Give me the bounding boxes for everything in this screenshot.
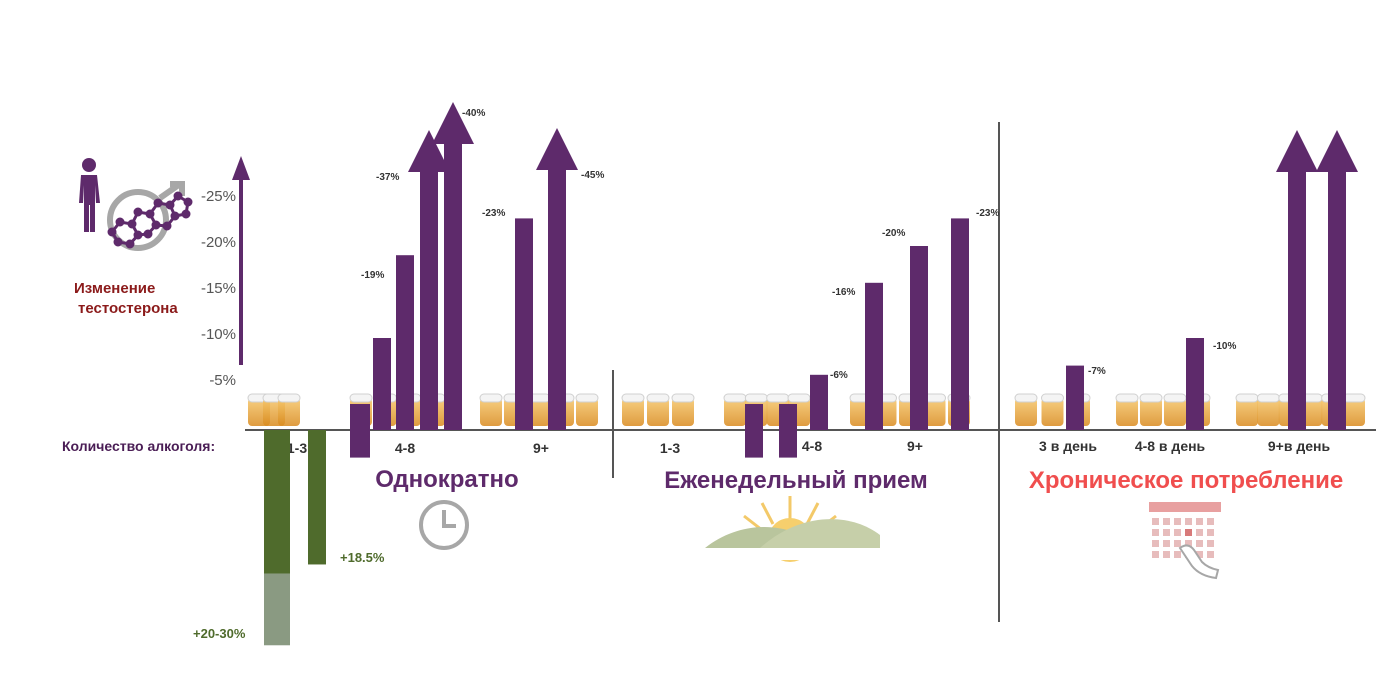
data-label: -7% [1088, 366, 1106, 377]
bar-arrow [1328, 170, 1346, 430]
y-tick-label: -5% [209, 372, 236, 389]
bar [865, 282, 883, 430]
person-icon [79, 158, 100, 232]
bar [745, 404, 763, 458]
bar [779, 404, 797, 458]
section-title-chronic: Хроническое потребление [1029, 467, 1343, 494]
data-label: -10% [1213, 341, 1236, 352]
y-tick-label: -25% [201, 188, 236, 205]
x-axis-title: Количество алкоголя: [62, 438, 215, 454]
bar [396, 255, 414, 430]
bar-arrowhead [408, 130, 450, 172]
bar [1066, 365, 1084, 430]
bar-arrowhead [1276, 130, 1318, 172]
calendar-icon [1149, 502, 1221, 580]
x-category-label: 4-8 [802, 438, 822, 454]
sunrise-icon [705, 496, 880, 562]
testosterone-molecule-icon [107, 181, 193, 251]
bar [515, 218, 533, 430]
data-label: -23% [482, 208, 505, 219]
x-category-label: 3 в день [1039, 438, 1097, 454]
y-tick-label: -15% [201, 280, 236, 297]
x-category-label: 4-8 в день [1135, 438, 1206, 454]
bar-arrow [1288, 170, 1306, 430]
x-category-label: 4-8 [395, 440, 415, 456]
bar-arrowhead [536, 128, 578, 170]
bar [308, 430, 326, 565]
y-tick-label: -10% [201, 326, 236, 343]
y-tick-labels: -25% -20% -15% -10% -5% [201, 188, 236, 389]
data-label: -19% [361, 270, 384, 281]
data-label: -45% [581, 170, 604, 181]
data-label: -23% [976, 208, 999, 219]
bar [1186, 338, 1204, 430]
x-category-label: 9+в день [1268, 438, 1331, 454]
bar-arrowhead [432, 102, 474, 144]
bar-range [264, 573, 290, 646]
section-title-weekly: Еженедельный прием [664, 467, 928, 494]
y-axis-title-line1: Изменение [74, 280, 155, 297]
bar-arrow [444, 142, 462, 430]
y-tick-label: -20% [201, 234, 236, 251]
bar [810, 374, 828, 430]
chart-marks: 1-3 +20-30% +18.5% 4-8 -19% -37% -40% 9+ -23% -45… [193, 102, 1358, 646]
bar [951, 218, 969, 430]
x-category-label: 1-3 [287, 440, 307, 456]
data-label: +18.5% [340, 550, 385, 565]
y-axis [232, 156, 250, 365]
data-label: -6% [830, 370, 848, 381]
data-label: +20-30% [193, 626, 246, 641]
bar [350, 404, 370, 458]
bar [910, 246, 928, 430]
x-category-label: 1-3 [660, 440, 680, 456]
y-axis-title-line2: тестостерона [78, 300, 178, 317]
clock-icon [419, 500, 469, 550]
bar-arrowhead [1316, 130, 1358, 172]
bar [373, 338, 391, 430]
bar-arrow [548, 168, 566, 430]
x-category-label: 9+ [533, 440, 549, 456]
bar-arrow [420, 170, 438, 430]
data-label: -37% [376, 172, 399, 183]
bar [264, 430, 290, 574]
data-label: -20% [882, 228, 905, 239]
section-title-single: Однократно [375, 466, 518, 493]
data-label: -40% [462, 108, 485, 119]
x-category-label: 9+ [907, 438, 923, 454]
data-label: -16% [832, 287, 855, 298]
